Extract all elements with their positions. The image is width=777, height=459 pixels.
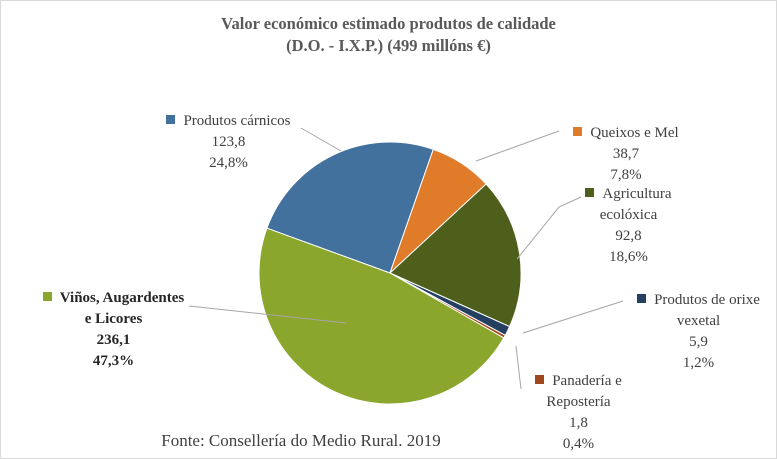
percent-label: 1,2% — [682, 355, 715, 371]
label-name: Viños, Augardentes e Licores — [41, 288, 186, 330]
value-label: 236,1 — [96, 332, 131, 348]
leader-line — [522, 300, 624, 334]
legend-marker — [42, 292, 52, 301]
value-label: 92,8 — [615, 228, 642, 244]
data-label: Agricultura ecolóxica 92,8 18,6% — [576, 184, 681, 268]
value-label: 5,9 — [689, 334, 708, 350]
leader-line — [300, 127, 342, 152]
legend-marker — [166, 115, 176, 124]
legend-marker — [585, 188, 595, 197]
value-label: 123,8 — [211, 134, 246, 150]
percent-label: 24,8% — [209, 155, 248, 171]
data-label: Panadería e Repostería 1,8 0,4% — [521, 371, 636, 455]
title-line: Valor económico estimado produtos de cal… — [221, 14, 556, 33]
chart-title: Valor económico estimado produtos de cal… — [1, 13, 776, 57]
label-name: Produtos cárnicos — [141, 111, 316, 132]
category-name: Panadería e Repostería — [546, 373, 622, 410]
data-label: Produtos cárnicos 123,8 24,8% — [141, 111, 316, 174]
label-name: Panadería e Repostería — [521, 371, 636, 413]
leader-line — [475, 130, 560, 162]
label-name: Agricultura ecolóxica — [576, 184, 681, 226]
data-label: Queixos e Mel 38,7 7,8% — [561, 123, 691, 186]
data-label: Viños, Augardentes e Licores 236,1 47,3% — [41, 288, 186, 372]
category-name: Viños, Augardentes e Licores — [59, 290, 185, 327]
leader-line — [188, 305, 347, 324]
percent-label: 0,4% — [562, 436, 595, 452]
value-label: 1,8 — [569, 415, 588, 431]
leader-line — [515, 345, 522, 390]
legend-marker — [637, 294, 647, 303]
label-name: Queixos e Mel — [561, 123, 691, 144]
category-name: Produtos cárnicos — [183, 113, 291, 129]
percent-label: 47,3% — [92, 353, 135, 369]
legend-marker — [535, 375, 545, 384]
legend-marker — [573, 127, 583, 136]
category-name: Queixos e Mel — [590, 125, 679, 141]
data-label: Produtos de orixe vexetal 5,9 1,2% — [616, 290, 776, 374]
leader-line — [516, 196, 582, 260]
source: Fonte: Consellería do Medio Rural. 2019 — [161, 431, 441, 450]
pie-slice — [258, 227, 505, 405]
label-name: Produtos de orixe vexetal — [616, 290, 776, 332]
category-name: Agricultura ecolóxica — [599, 186, 672, 223]
pie-slice — [389, 183, 522, 328]
value-label: 38,7 — [612, 146, 640, 162]
pie-slice — [266, 141, 434, 274]
category-name: Produtos de orixe vexetal — [654, 292, 760, 329]
percent-label: 7,8% — [610, 167, 642, 183]
title-line: (D.O. - I.X.P.) (499 millóns €) — [286, 36, 491, 55]
percent-label: 18,6% — [609, 249, 648, 265]
